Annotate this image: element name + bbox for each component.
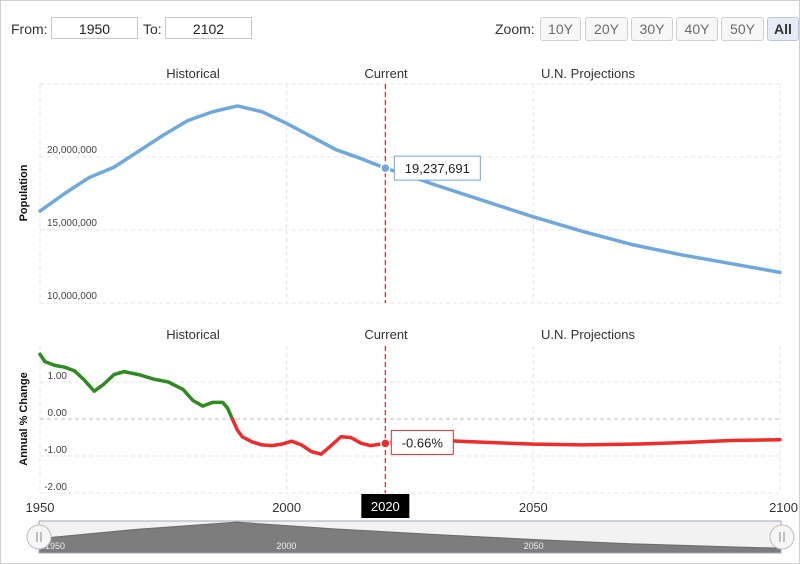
navigator-right-handle[interactable] xyxy=(769,524,795,550)
population-series-line xyxy=(38,104,782,275)
from-year-input[interactable]: 1950 xyxy=(51,17,138,39)
pop-section-projections: U.N. Projections xyxy=(541,66,635,81)
to-label: To: xyxy=(143,21,162,37)
pop-tooltip-value: 19,237,691 xyxy=(405,161,470,176)
pop-y-axis-label: Population xyxy=(18,164,30,221)
zoom-label: Zoom: xyxy=(495,21,535,37)
growth-y-axis-label: Annual % Change xyxy=(18,372,30,466)
growth-tooltip-value: -0.66% xyxy=(402,435,444,450)
x-tick-label: 1950 xyxy=(26,500,55,515)
zoom-50y-button[interactable]: 50Y xyxy=(721,17,764,41)
x-tick-label: 2050 xyxy=(519,500,548,515)
pop-tooltip-box xyxy=(393,155,481,181)
growth-section-current: Current xyxy=(364,327,408,342)
growth-current-point xyxy=(380,438,391,449)
growth-series-negative-line xyxy=(230,417,782,456)
zoom-40y-button[interactable]: 40Y xyxy=(676,17,718,41)
pop-ytick-label: 10,000,000 xyxy=(47,291,97,302)
growth-ytick-label: 0.00 xyxy=(48,408,68,419)
zoom-20y-button[interactable]: 20Y xyxy=(585,17,628,41)
from-label: From: xyxy=(11,21,48,37)
growth-ytick-label: -1.00 xyxy=(44,445,67,456)
zoom-all-button[interactable]: All xyxy=(767,17,799,41)
zoom-30y-button[interactable]: 30Y xyxy=(631,17,673,41)
pop-current-point xyxy=(380,162,391,174)
pop-ytick-label: 20,000,000 xyxy=(47,145,97,156)
x-tick-label: 2000 xyxy=(272,500,301,515)
growth-section-historical: Historical xyxy=(166,327,220,342)
pop-ytick-label: 15,000,000 xyxy=(47,218,97,229)
growth-tooltip-box xyxy=(390,429,454,455)
pop-section-current: Current xyxy=(364,66,408,81)
pop-section-historical: Historical xyxy=(166,66,220,81)
navigator-tick-label: 2000 xyxy=(276,541,296,551)
navigator-left-handle[interactable] xyxy=(26,524,52,550)
zoom-10y-button[interactable]: 10Y xyxy=(540,17,581,41)
growth-series-positive-line xyxy=(38,352,235,421)
current-year-badge-label: 2020 xyxy=(371,499,400,514)
current-year-badge xyxy=(361,494,410,518)
growth-ytick-label: 1.00 xyxy=(48,371,68,382)
to-year-input[interactable]: 2102 xyxy=(165,17,252,39)
x-tick-label: 2100 xyxy=(769,500,798,515)
growth-ytick-label: -2.00 xyxy=(44,482,67,493)
growth-section-projections: U.N. Projections xyxy=(541,327,635,342)
navigator-tick-label: 2050 xyxy=(524,541,544,551)
navigator-tick-label: 1950 xyxy=(45,541,65,551)
